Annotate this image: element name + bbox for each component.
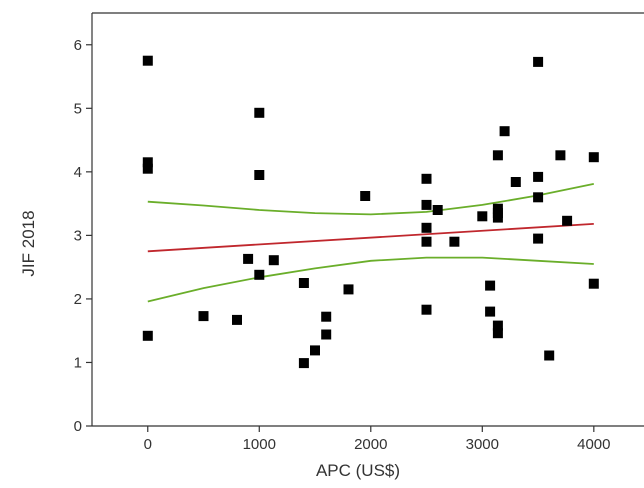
data-point bbox=[492, 212, 503, 223]
data-point bbox=[343, 284, 354, 295]
data-point bbox=[449, 236, 460, 247]
plot-area bbox=[142, 55, 599, 369]
data-point bbox=[492, 328, 503, 339]
data-point bbox=[492, 320, 503, 331]
y-tick-label: 0 bbox=[74, 418, 82, 435]
data-point bbox=[142, 157, 153, 168]
data-point bbox=[310, 345, 320, 356]
data-point bbox=[243, 253, 254, 264]
x-tick-label: 3000 bbox=[466, 436, 499, 453]
y-tick-label: 5 bbox=[74, 100, 82, 117]
data-point bbox=[562, 215, 573, 226]
data-point bbox=[198, 311, 209, 322]
data-point bbox=[588, 152, 599, 163]
x-tick-label: 4000 bbox=[577, 436, 610, 453]
data-point bbox=[421, 222, 432, 233]
data-point bbox=[321, 329, 332, 340]
data-point bbox=[432, 205, 443, 215]
data-point bbox=[142, 55, 153, 66]
data-point bbox=[492, 150, 503, 161]
data-point bbox=[298, 278, 309, 288]
data-point bbox=[533, 56, 544, 67]
data-point bbox=[254, 269, 265, 280]
regression-line bbox=[147, 223, 594, 253]
y-tick-label: 2 bbox=[74, 291, 82, 308]
data-point bbox=[533, 233, 544, 244]
data-point bbox=[421, 173, 432, 184]
data-point bbox=[485, 306, 496, 317]
data-point bbox=[232, 314, 242, 325]
x-tick-label: 0 bbox=[144, 436, 152, 453]
data-point bbox=[485, 280, 496, 291]
data-point bbox=[142, 163, 153, 174]
data-point bbox=[533, 192, 544, 203]
y-tick-label: 6 bbox=[74, 37, 82, 54]
lower-confidence-band bbox=[147, 256, 594, 303]
y-tick-label: 3 bbox=[74, 227, 82, 244]
upper-confidence-band bbox=[147, 183, 594, 216]
data-point bbox=[477, 211, 488, 222]
data-point bbox=[421, 199, 432, 210]
x-tick-label: 2000 bbox=[354, 436, 387, 453]
data-point bbox=[254, 170, 265, 180]
data-point bbox=[321, 311, 332, 322]
y-tick-label: 1 bbox=[74, 354, 82, 371]
data-point bbox=[421, 304, 432, 315]
y-axis-title: JIF 2018 bbox=[19, 210, 38, 276]
axes: 0 1000 2000 3000 4000 0 1 2 3 4 5 6 bbox=[74, 12, 644, 453]
x-tick-label: 1000 bbox=[243, 436, 276, 453]
data-point bbox=[360, 191, 371, 201]
data-point bbox=[544, 350, 555, 361]
data-point bbox=[268, 255, 279, 266]
data-point bbox=[555, 150, 566, 161]
data-point bbox=[499, 126, 510, 137]
data-point bbox=[254, 107, 265, 118]
data-point bbox=[533, 171, 544, 182]
y-tick-label: 4 bbox=[74, 164, 82, 181]
x-axis-title: APC (US$) bbox=[316, 461, 400, 480]
data-point bbox=[588, 278, 599, 289]
data-point bbox=[142, 330, 153, 341]
data-point bbox=[510, 177, 521, 187]
data-point bbox=[298, 358, 309, 369]
data-point bbox=[421, 236, 432, 247]
